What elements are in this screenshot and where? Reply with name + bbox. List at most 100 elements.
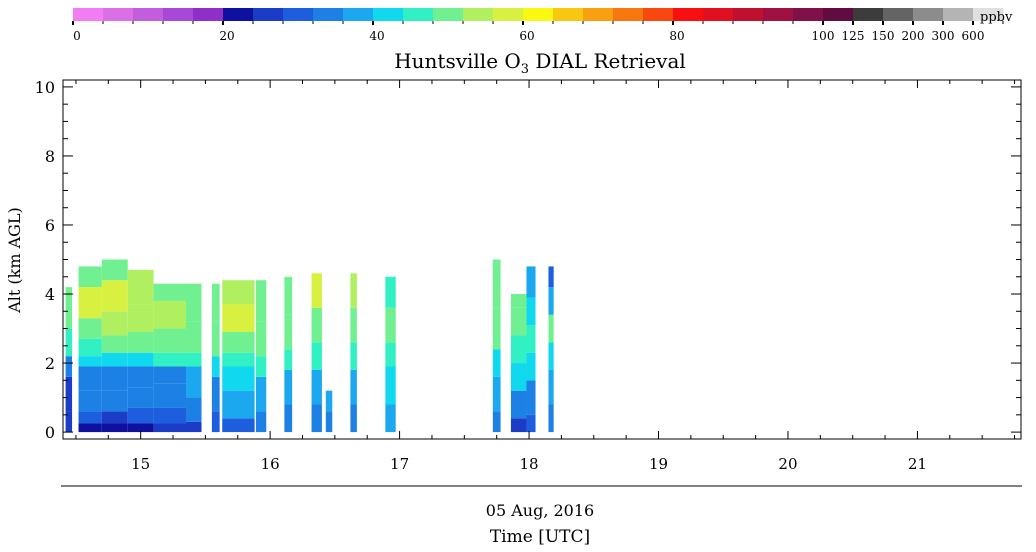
ozone-cell xyxy=(211,376,220,412)
curtain-column xyxy=(385,276,396,433)
colorbar-swatch xyxy=(763,8,794,21)
colorbar-swatch xyxy=(193,8,224,21)
ozone-cell xyxy=(526,380,536,415)
ozone-cell xyxy=(153,423,186,433)
colorbar-swatch xyxy=(343,8,374,21)
ozone-cell xyxy=(510,390,527,419)
y-tick-label: 6 xyxy=(45,216,55,235)
ozone-cell xyxy=(78,266,102,288)
chart-title-subscript: 3 xyxy=(521,62,529,77)
ozone-cell xyxy=(222,331,255,353)
ozone-cell xyxy=(78,366,102,391)
ozone-cell xyxy=(311,404,322,433)
ozone-cell xyxy=(78,287,102,319)
colorbar-label: 60 xyxy=(519,29,534,43)
colorbar-swatch xyxy=(733,8,764,21)
colorbar-label: 125 xyxy=(842,29,865,43)
colorbar-label: 40 xyxy=(369,29,384,43)
ozone-cell xyxy=(153,300,186,329)
ozone-cell xyxy=(492,259,501,308)
plot-frame xyxy=(62,79,1022,440)
colorbar-swatch xyxy=(283,8,314,21)
ozone-cell xyxy=(284,314,293,350)
ozone-cell xyxy=(101,390,128,412)
ozone-cell xyxy=(385,404,396,433)
ozone-cell xyxy=(101,366,128,391)
ozone-cell xyxy=(78,390,102,412)
curtain-column xyxy=(127,269,154,433)
ozone-cell xyxy=(222,418,255,433)
ozone-cell xyxy=(284,276,293,315)
ozone-cell xyxy=(492,411,501,433)
colorbar-swatch xyxy=(793,8,824,21)
ozone-cell xyxy=(222,390,255,419)
curtain-column xyxy=(255,280,267,433)
ozone-cell xyxy=(510,418,527,433)
ozone-cell xyxy=(78,356,102,367)
curtain-column xyxy=(510,294,527,433)
ozone-cell xyxy=(185,283,202,322)
y-axis-label: Alt (km AGL) xyxy=(5,207,24,314)
colorbar-swatch xyxy=(553,8,584,21)
chart-title-rest: DIAL Retrieval xyxy=(529,49,686,73)
colorbar-label: 100 xyxy=(812,29,835,43)
ozone-cell xyxy=(222,352,255,367)
ozone-cell xyxy=(127,331,154,353)
ozone-cell xyxy=(127,407,154,424)
colorbar xyxy=(73,8,1004,21)
colorbar-swatch xyxy=(913,8,944,21)
ozone-cell xyxy=(185,366,202,398)
colorbar-swatch xyxy=(583,8,614,21)
ozone-cell xyxy=(385,342,396,367)
ozone-cell xyxy=(492,376,501,412)
curtain-column xyxy=(492,259,501,433)
y-tick-label: 10 xyxy=(35,78,55,97)
ozone-cell xyxy=(78,423,102,433)
colorbar-swatch xyxy=(943,8,974,21)
ozone-cell xyxy=(127,304,154,332)
ozone-cell xyxy=(510,335,527,364)
colorbar-label: 200 xyxy=(902,29,925,43)
colorbar-labels: 0 20 40 60 80 100 125 150 200 300 600 xyxy=(72,21,1004,43)
curtain-column xyxy=(548,266,554,433)
ozone-cell xyxy=(127,366,154,388)
ozone-cell xyxy=(153,383,186,408)
ozone-cell xyxy=(153,407,186,424)
ozone-cell xyxy=(127,387,154,408)
curtain-column xyxy=(78,266,102,433)
colorbar-swatch xyxy=(823,8,854,21)
ozone-cell xyxy=(548,314,554,343)
ozone-cell xyxy=(153,366,186,384)
colorbar-label: 150 xyxy=(872,29,895,43)
ozone-cell xyxy=(101,411,128,424)
x-axis-label: Time [UTC] xyxy=(490,527,590,547)
ozone-cell xyxy=(153,328,186,353)
colorbar-swatch xyxy=(223,8,254,21)
colorbar-swatch xyxy=(493,8,524,21)
colorbar-swatch xyxy=(613,8,644,21)
colorbar-label: 80 xyxy=(669,29,684,43)
ozone-cell xyxy=(153,283,186,301)
colorbar-swatch xyxy=(73,8,104,21)
ozone-cell xyxy=(185,421,202,433)
ozone-cell xyxy=(78,318,102,339)
curtain-column xyxy=(101,259,128,433)
colorbar-swatch xyxy=(373,8,404,21)
ozone-cell xyxy=(222,280,255,305)
colorbar-swatch xyxy=(133,8,164,21)
colorbar-label: 600 xyxy=(962,29,985,43)
curtain-column xyxy=(526,266,536,433)
ozone-cell xyxy=(127,352,154,367)
ozone-cell xyxy=(255,280,267,322)
colorbar-label: 300 xyxy=(932,29,955,43)
ozone-cell xyxy=(222,366,255,391)
ozone-cell xyxy=(255,376,267,412)
ozone-cell xyxy=(185,321,202,353)
ozone-cell xyxy=(510,294,527,308)
ozone-cell xyxy=(185,352,202,367)
ozone-cell xyxy=(255,321,267,357)
y-tick-label: 0 xyxy=(45,423,55,442)
ozone-cell xyxy=(211,411,220,433)
ozone-cell xyxy=(65,411,73,433)
